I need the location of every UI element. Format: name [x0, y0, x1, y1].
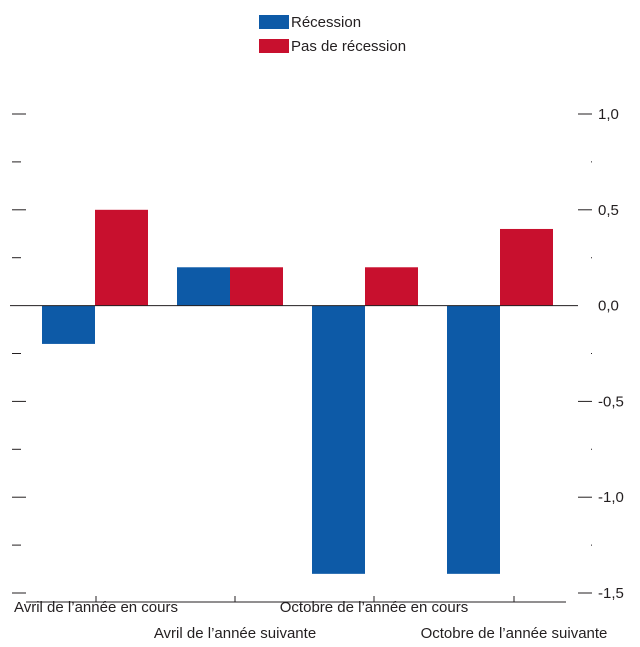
x-tick-label-1: Avril de l’année en cours: [14, 599, 178, 616]
bar-recession-3: [312, 305, 365, 574]
y-tick-label-6: -1,5: [598, 585, 624, 602]
x-tick-label-3: Octobre de l’année en cours: [280, 599, 468, 616]
y-tick-label-5: -1,0: [598, 489, 624, 506]
legend-swatch-recession: [259, 15, 289, 29]
y-tick-label-3: 0,0: [598, 298, 619, 315]
legend-label-no-recession: Pas de récession: [291, 37, 407, 55]
bar-recession-2: [177, 267, 230, 306]
bar-no-recession-2: [230, 267, 283, 306]
bar-no-recession-1: [95, 209, 148, 306]
legend-item-no-recession: Pas de récession: [259, 34, 406, 58]
legend: Récession Pas de récession: [259, 10, 406, 58]
legend-label-recession: Récession: [291, 13, 362, 31]
legend-swatch-no-recession: [259, 39, 289, 53]
y-tick-label-4: -0,5: [598, 393, 624, 410]
legend-item-recession: Récession: [259, 10, 406, 34]
bar-recession-4: [447, 305, 500, 574]
bar-no-recession-3: [365, 267, 418, 306]
x-tick-label-2: Avril de l’année suivante: [154, 625, 316, 642]
y-tick-label-2: 0,5: [598, 202, 619, 219]
x-tick-label-4: Octobre de l’année suivante: [421, 625, 608, 642]
y-tick-label-1: 1,0: [598, 106, 619, 123]
bar-recession-1: [42, 305, 95, 344]
bar-no-recession-4: [500, 228, 553, 306]
